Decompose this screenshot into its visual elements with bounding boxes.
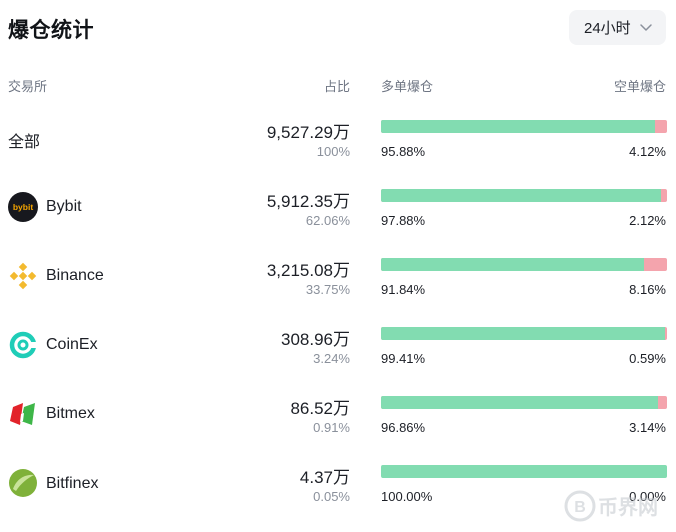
coinex-logo-icon xyxy=(9,331,38,359)
long-short-bar xyxy=(381,327,667,340)
long-bar-fill xyxy=(381,120,656,133)
exchange-name: 全部 xyxy=(8,134,41,151)
period-select-value: 24小时 xyxy=(584,20,631,37)
table-row-all[interactable]: 全部 9,527.29万 100% 95.88% 4.12% xyxy=(0,106,676,175)
long-short-bar xyxy=(381,396,667,409)
long-short-bar xyxy=(381,465,667,478)
share-percent: 100% xyxy=(316,144,350,159)
table-row-bybit[interactable]: bybit Bybit 5,912.35万 62.06% 97.88% 2.12… xyxy=(0,175,676,244)
exchange-name: Bitmex xyxy=(46,405,95,422)
long-percent: 100.00% xyxy=(381,489,433,504)
long-percent: 99.41% xyxy=(381,351,426,366)
svg-text:bybit: bybit xyxy=(13,202,33,212)
watermark-logo: B 币界网 xyxy=(564,490,658,522)
long-short-bar xyxy=(381,120,667,133)
long-percent: 91.84% xyxy=(381,282,426,297)
short-percent: 3.14% xyxy=(629,420,666,435)
long-bar-fill xyxy=(381,189,661,202)
column-header-exchange: 交易所 xyxy=(8,79,48,94)
exchange-name: Binance xyxy=(46,267,104,284)
long-bar-fill xyxy=(381,396,659,409)
long-percent: 97.88% xyxy=(381,213,426,228)
column-header-share: 占比 xyxy=(323,79,350,94)
liquidation-amount: 3,215.08万 xyxy=(266,261,350,280)
exchange-name: CoinEx xyxy=(46,336,98,353)
svg-text:B: B xyxy=(574,499,586,516)
short-percent: 0.59% xyxy=(629,351,666,366)
share-percent: 62.06% xyxy=(305,213,350,228)
share-percent: 3.24% xyxy=(313,351,350,366)
liquidation-amount: 4.37万 xyxy=(299,468,350,487)
long-bar-fill xyxy=(381,465,667,478)
short-percent: 0.00% xyxy=(629,489,666,504)
table-row-bitfinex[interactable]: Bitfinex 4.37万 0.05% 100.00% 0.00% xyxy=(0,451,676,520)
bitmex-logo-icon xyxy=(10,403,35,425)
chevron-down-icon xyxy=(640,24,652,31)
long-percent: 95.88% xyxy=(381,144,426,159)
short-percent: 2.12% xyxy=(629,213,666,228)
short-percent: 4.12% xyxy=(629,144,666,159)
exchange-name: Bybit xyxy=(46,198,82,215)
bybit-logo-icon: bybit xyxy=(8,192,38,222)
long-bar-fill xyxy=(381,258,644,271)
long-short-bar xyxy=(381,258,667,271)
long-percent: 96.86% xyxy=(381,420,426,435)
share-percent: 0.05% xyxy=(313,489,350,504)
long-short-bar xyxy=(381,189,667,202)
liquidation-amount: 86.52万 xyxy=(290,399,350,418)
table-row-binance[interactable]: Binance 3,215.08万 33.75% 91.84% 8.16% xyxy=(0,244,676,313)
liquidation-amount: 9,527.29万 xyxy=(266,123,350,142)
binance-logo-icon xyxy=(9,262,37,290)
share-percent: 0.91% xyxy=(313,420,350,435)
column-header-long: 多单爆仓 xyxy=(381,79,434,94)
liquidation-amount: 5,912.35万 xyxy=(266,192,350,211)
svg-text:币界网: 币界网 xyxy=(598,495,658,519)
exchange-name: Bitfinex xyxy=(46,475,99,492)
table-row-coinex[interactable]: CoinEx 308.96万 3.24% 99.41% 0.59% xyxy=(0,313,676,382)
short-percent: 8.16% xyxy=(629,282,666,297)
page-title: 爆仓统计 xyxy=(8,19,94,42)
bitfinex-logo-icon xyxy=(9,469,37,497)
table-row-bitmex[interactable]: Bitmex 86.52万 0.91% 96.86% 3.14% xyxy=(0,382,676,451)
long-bar-fill xyxy=(381,327,666,340)
period-select[interactable]: 24小时 xyxy=(569,10,666,45)
column-header-short: 空单爆仓 xyxy=(613,79,666,94)
share-percent: 33.75% xyxy=(305,282,350,297)
liquidation-amount: 308.96万 xyxy=(281,330,350,349)
